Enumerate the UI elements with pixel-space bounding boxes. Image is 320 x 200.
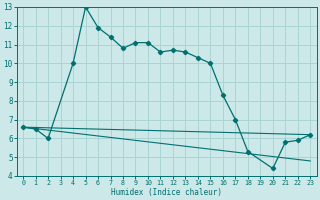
X-axis label: Humidex (Indice chaleur): Humidex (Indice chaleur) (111, 188, 222, 197)
